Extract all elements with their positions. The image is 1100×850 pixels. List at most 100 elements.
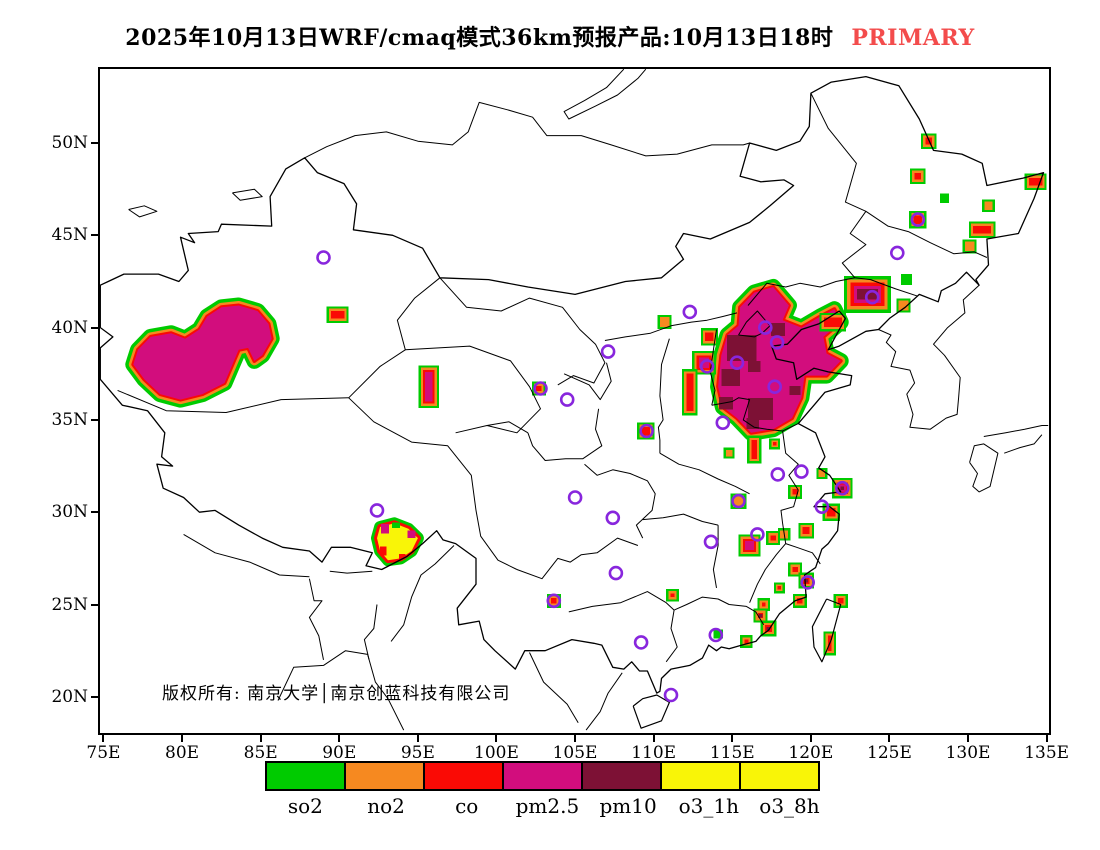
province-border — [604, 312, 738, 341]
china-forecast-map — [100, 69, 1049, 731]
y-tick-mark — [91, 234, 98, 237]
foreign-border — [329, 570, 373, 574]
legend-color-box-pm2.5 — [502, 761, 583, 791]
province-border — [516, 537, 639, 580]
legend-label-o3_8h: o3_8h — [759, 794, 820, 818]
province-border — [747, 277, 855, 306]
foreign-border — [969, 443, 999, 493]
pollution-spot — [1029, 177, 1043, 186]
city-marker — [800, 575, 816, 590]
pollution-spot — [914, 172, 922, 180]
legend-label-so2: so2 — [287, 794, 323, 818]
pollution-spot — [659, 317, 670, 327]
foreign-border — [183, 533, 310, 578]
legend-color-box-pm10 — [581, 761, 662, 791]
y-tick-label: 20N — [51, 686, 88, 707]
province-border — [563, 362, 612, 401]
foreign-border — [529, 652, 579, 723]
x-tick-label: 90E — [322, 743, 357, 763]
pollution-spot — [797, 598, 803, 604]
pollution-spot — [725, 449, 733, 457]
city-marker — [834, 480, 850, 496]
pollution-patch — [718, 396, 733, 410]
city-marker — [600, 344, 616, 359]
pollution-spot — [792, 489, 798, 495]
pollution-spot — [331, 310, 345, 319]
x-tick-mark — [574, 735, 577, 742]
pollution-spot — [777, 586, 782, 590]
foreign-border — [983, 425, 1049, 437]
province-border — [749, 543, 787, 603]
foreign-border — [390, 545, 455, 642]
province-border — [486, 421, 529, 434]
foreign-border — [363, 604, 378, 661]
city-marker — [567, 490, 583, 505]
pollution-spot — [802, 527, 810, 535]
x-tick-mark — [495, 735, 498, 742]
foreign-border — [277, 650, 405, 731]
copyright-note: 版权所有: 南京大学│南京创蓝科技有限公司 — [162, 684, 511, 704]
pollution-spot — [984, 201, 993, 210]
pollution-spot — [536, 385, 542, 392]
legend-color-box-o3_8h — [739, 761, 820, 791]
pollution-patch — [399, 553, 406, 560]
x-tick-label: 85E — [243, 743, 278, 763]
city-marker — [605, 510, 621, 526]
province-border — [854, 277, 918, 297]
province-border — [785, 543, 821, 565]
x-tick-mark — [888, 735, 891, 742]
pollution-spot — [773, 442, 777, 446]
y-tick-label: 50N — [51, 133, 88, 154]
city-marker — [533, 381, 548, 396]
x-tick-mark — [652, 735, 655, 742]
province-border — [659, 452, 750, 495]
pollution-spot — [751, 440, 757, 459]
pollution-spot — [732, 495, 745, 507]
x-tick-label: 80E — [165, 743, 200, 763]
pollution-spot — [686, 373, 694, 411]
pollution-spot — [705, 332, 714, 342]
city-marker — [608, 565, 624, 581]
province-border — [712, 525, 719, 588]
legend-color-box-so2 — [265, 761, 346, 791]
province-border — [642, 513, 719, 526]
x-tick-mark — [102, 735, 105, 742]
pollution-patch — [748, 360, 761, 372]
x-tick-mark — [416, 735, 419, 742]
province-border — [348, 277, 441, 399]
pollution-spot — [901, 274, 913, 286]
y-tick-label: 25N — [51, 594, 88, 615]
pollution-patch — [726, 335, 757, 361]
pollution-patch — [380, 524, 389, 534]
city-marker — [708, 627, 724, 643]
city-marker — [729, 355, 745, 371]
province-border — [527, 408, 603, 461]
map-frame — [98, 67, 1051, 735]
province-border — [568, 591, 675, 613]
city-marker — [546, 593, 562, 609]
y-tick-mark — [91, 142, 98, 145]
pollution-patch — [407, 530, 416, 539]
pollution-spot — [939, 193, 950, 204]
city-marker — [770, 467, 786, 482]
legend-color-box-no2 — [344, 761, 425, 791]
foreign-border — [878, 284, 980, 430]
legend-label-co: co — [455, 794, 479, 818]
pollution-spot — [641, 426, 651, 436]
y-tick-label: 40N — [51, 317, 88, 338]
x-tick-label: 125E — [867, 743, 912, 763]
city-marker — [703, 534, 719, 550]
city-marker — [767, 379, 783, 395]
city-marker — [814, 499, 830, 515]
pollution-patch — [789, 385, 801, 395]
legend-color-boxes — [265, 761, 830, 791]
pollution-patch — [380, 546, 387, 556]
city-marker — [715, 415, 731, 431]
foreign-border — [585, 672, 623, 731]
province-border — [810, 92, 867, 279]
x-tick-mark — [731, 735, 734, 742]
y-tick-label: 30N — [51, 502, 88, 523]
city-marker — [639, 423, 654, 439]
pollution-spot — [670, 593, 675, 598]
pollution-spot — [823, 317, 842, 327]
